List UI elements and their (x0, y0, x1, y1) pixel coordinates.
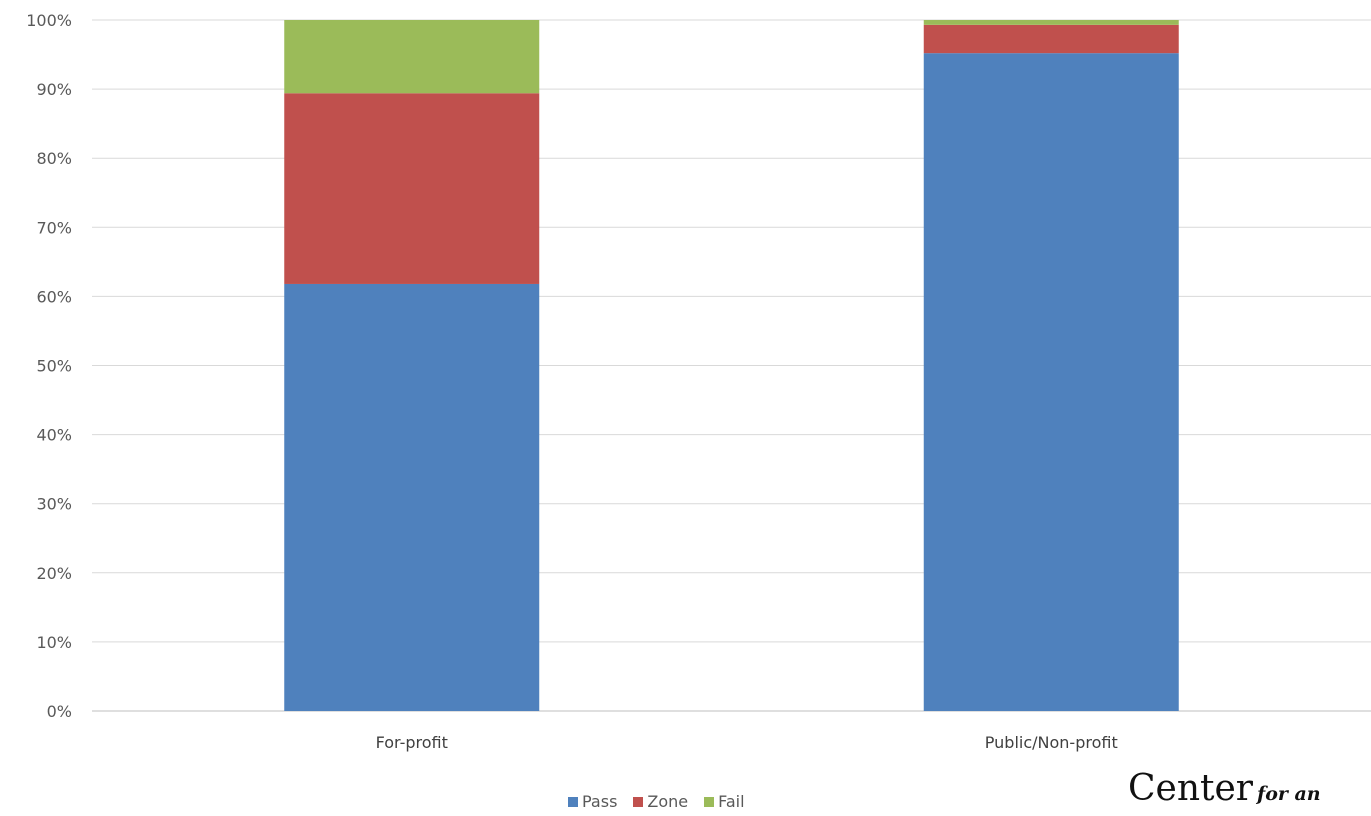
legend-swatch-fail (704, 796, 715, 807)
bar-fail-for-profit (284, 20, 540, 94)
y-tick-label: 10% (36, 633, 72, 652)
y-tick-label: 70% (36, 218, 72, 237)
legend-swatch-zone (633, 796, 644, 807)
bar-zone-public-non-profit (923, 24, 1179, 54)
bar-pass-for-profit (284, 283, 540, 711)
legend-item-zone: Zone (633, 792, 688, 811)
legend: Pass Zone Fail (568, 792, 745, 811)
x-axis-category-labels: For-profit Public/Non-profit (376, 733, 1118, 752)
y-tick-label: 20% (36, 564, 72, 583)
y-tick-label: 80% (36, 149, 72, 168)
legend-item-fail: Fail (704, 792, 745, 811)
y-tick-label: 60% (36, 287, 72, 306)
logo-main-text: Center (1128, 768, 1254, 809)
y-tick-label: 100% (26, 11, 72, 30)
bar-zone-for-profit (284, 93, 540, 284)
y-tick-label: 0% (47, 702, 72, 721)
x-category-label: For-profit (376, 733, 448, 752)
legend-label-zone: Zone (647, 792, 689, 811)
legend-item-pass: Pass (568, 792, 617, 811)
bars (284, 20, 1179, 712)
legend-swatch-pass (568, 796, 578, 807)
y-axis-tick-labels: 0% 10% 20% 30% 40% 50% 60% 70% 80% 90% 100% (26, 11, 72, 721)
gridlines (92, 19, 1371, 712)
logo-sub-text: for an (1257, 783, 1321, 805)
bar-pass-public-non-profit (923, 53, 1179, 712)
y-tick-label: 40% (36, 426, 72, 445)
stacked-bar-chart: 0% 10% 20% 30% 40% 50% 60% 70% 80% 90% 100% For-pr… (26, 11, 1371, 752)
y-tick-label: 30% (36, 495, 72, 514)
x-category-label: Public/Non-profit (985, 733, 1118, 752)
bar-fail-public-non-profit (923, 20, 1179, 25)
y-tick-label: 50% (36, 357, 72, 376)
legend-label-pass: Pass (582, 792, 618, 811)
y-tick-label: 90% (36, 80, 72, 99)
legend-label-fail: Fail (718, 792, 745, 811)
logo: Center for an (1128, 768, 1321, 809)
